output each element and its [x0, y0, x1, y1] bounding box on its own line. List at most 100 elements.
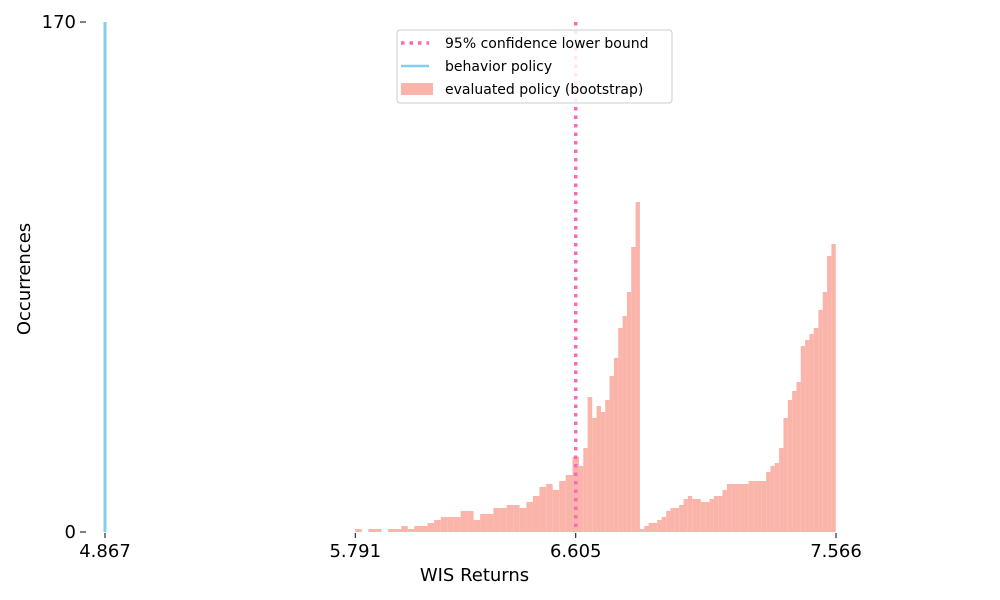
histogram-bar	[427, 523, 435, 532]
histogram-bar	[499, 508, 507, 532]
histogram-bar	[618, 328, 623, 532]
x-axis-label: WIS Returns	[420, 565, 529, 586]
histogram-bar	[565, 475, 573, 532]
histogram-bar	[744, 484, 749, 532]
histogram-bar	[705, 502, 710, 532]
histogram-bar	[726, 484, 732, 532]
x-tick-label: 5.791	[329, 541, 381, 562]
y-tick-label: 170	[42, 12, 76, 33]
x-axis: 4.867 5.791 6.605 7.566	[79, 533, 862, 562]
histogram-bar	[766, 472, 771, 532]
legend-swatch-evaluated-policy	[401, 83, 433, 95]
histogram-bar	[809, 334, 814, 532]
histogram-bar	[407, 529, 415, 532]
histogram-bar	[696, 499, 701, 532]
histogram-bar	[414, 526, 422, 532]
x-tick-label: 4.867	[79, 541, 131, 562]
histogram-bar	[552, 490, 560, 532]
histogram-bar	[644, 526, 649, 532]
histogram-bar	[652, 523, 658, 532]
histogram-bar	[787, 400, 793, 532]
histogram-bar	[605, 400, 610, 532]
histogram-bar	[822, 292, 828, 532]
legend-label-evaluated-policy: evaluated policy (bootstrap)	[445, 82, 643, 98]
histogram-bar	[753, 481, 758, 532]
histogram-bar	[774, 463, 780, 532]
histogram-bar	[635, 202, 640, 532]
histogram-bar	[578, 466, 584, 532]
histogram-bar	[600, 412, 606, 532]
histogram-bar	[670, 508, 675, 532]
histogram-bar	[813, 328, 819, 532]
histogram-bar	[740, 484, 745, 532]
histogram-bar	[639, 529, 645, 532]
histogram-bar	[800, 346, 806, 532]
histogram-bar	[559, 481, 566, 532]
histogram-bar	[818, 310, 823, 532]
histogram-bar	[700, 502, 706, 532]
y-axis: 0 170	[42, 12, 86, 543]
histogram-bar	[388, 529, 395, 532]
histogram-bar	[687, 496, 693, 532]
histogram-bar	[453, 517, 461, 532]
histogram-bar	[713, 496, 719, 532]
histogram-bar	[421, 526, 428, 532]
histogram-bar	[587, 397, 593, 532]
legend-label-confidence-bound: 95% confidence lower bound	[445, 36, 648, 52]
histogram-bar	[661, 517, 667, 532]
histogram-bar	[722, 490, 727, 532]
histogram-bar	[460, 511, 468, 532]
histogram-bar	[792, 391, 797, 532]
histogram-bar	[709, 499, 714, 532]
histogram-bar	[622, 316, 627, 532]
histogram-bar	[440, 517, 448, 532]
histogram-bar	[731, 484, 736, 532]
histogram-bar	[761, 481, 767, 532]
histogram-bar	[613, 358, 619, 532]
histogram-bar	[770, 466, 775, 532]
histogram-bar	[796, 382, 801, 532]
histogram-bar	[513, 505, 520, 532]
histogram-bar	[394, 529, 402, 532]
histogram-bar	[679, 505, 684, 532]
x-tick-label: 7.566	[810, 541, 862, 562]
histogram-bar	[368, 529, 376, 532]
histogram-bar	[480, 514, 487, 532]
histogram-bar	[718, 496, 723, 532]
histogram-bar	[757, 481, 762, 532]
histogram-bar	[539, 487, 547, 532]
histogram-bar	[805, 340, 810, 532]
histogram-bar	[648, 523, 653, 532]
histogram-bar	[467, 511, 474, 532]
histogram-bar	[447, 517, 454, 532]
histogram-bar	[748, 481, 754, 532]
histogram-bar	[783, 418, 788, 532]
histogram-bar	[657, 520, 662, 532]
histogram-bar	[831, 244, 836, 532]
histogram-bar	[532, 496, 540, 532]
histogram-bar	[596, 406, 601, 532]
histogram-bar	[592, 418, 597, 532]
histogram-bar	[626, 292, 632, 532]
histogram-bar	[583, 448, 588, 532]
histogram-bar	[692, 499, 697, 532]
histogram-bar	[674, 508, 680, 532]
histogram-bar	[526, 502, 533, 532]
x-tick-label: 6.605	[550, 541, 602, 562]
histogram-bar	[631, 247, 636, 532]
histogram-bar	[735, 484, 741, 532]
histogram-bar	[779, 448, 784, 532]
histogram-bar	[493, 508, 500, 532]
histogram-bar	[401, 526, 408, 532]
histogram-bar	[609, 376, 614, 532]
histogram-bar	[486, 514, 494, 532]
histogram-bar	[473, 520, 481, 532]
histogram-bar	[666, 511, 671, 532]
histogram-bar	[434, 520, 441, 532]
histogram-bar	[572, 457, 579, 532]
legend-label-behavior-policy: behavior policy	[445, 59, 552, 75]
y-tick-label: 0	[65, 522, 76, 543]
histogram-bar	[355, 529, 362, 532]
histogram-bar	[827, 256, 832, 532]
